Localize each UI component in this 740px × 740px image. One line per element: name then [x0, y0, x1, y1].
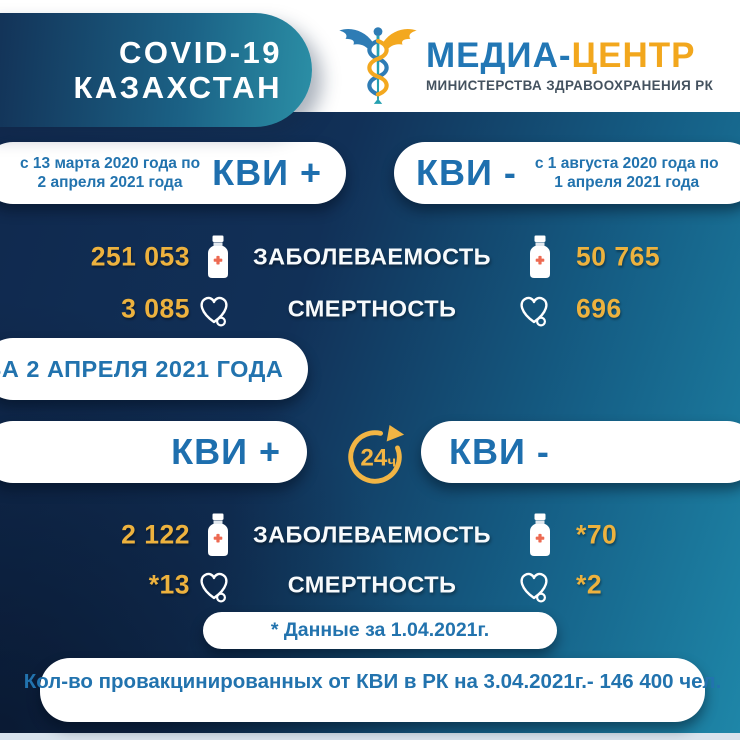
medicine-bottle-icon	[205, 235, 231, 279]
logo-text: МЕДИА-ЦЕНТР МИНИСТЕРСТВА ЗДРАВООХРАНЕНИЯ…	[426, 18, 713, 110]
medicine-bottle-icon	[527, 513, 553, 557]
kvi-positive-title: КВИ +	[212, 152, 322, 193]
kvi-positive-period-line1: с 13 марта 2020 года по	[20, 154, 201, 172]
caduceus-icon	[339, 27, 417, 104]
daily-kvi-negative-pill: КВИ -	[421, 421, 740, 483]
daily-date-text: ЗА 2 АПРЕЛЯ 2021 ГОДА	[0, 355, 284, 382]
bottom-edge-strip	[0, 733, 740, 740]
kvi-positive-period: с 13 марта 2020 года по 2 апреля 2021 го…	[20, 154, 200, 193]
svg-text:ч: ч	[388, 455, 396, 471]
medicine-bottle-icon	[205, 513, 231, 557]
cumulative-incidence-negative-value: 50 765	[576, 241, 661, 272]
mortality-label: СМЕРТНОСТЬ	[287, 571, 457, 598]
kvi-negative-period: с 1 августа 2020 года по 1 апреля 2021 г…	[535, 154, 719, 193]
24h-cycle-icon: 24 ч	[337, 423, 413, 489]
cumulative-mortality-negative-value: 696	[576, 293, 622, 324]
covid19-kazakhstan-badge: COVID-19 КАЗАХСТАН	[0, 13, 312, 127]
daily-mortality-row: *13 СМЕРТНОСТЬ *2	[0, 562, 740, 608]
kvi-positive-period-line2: 2 апреля 2021 года	[37, 174, 183, 191]
daily-incidence-row: 2 122 ЗАБОЛЕВАЕМОСТЬ *70	[0, 512, 740, 558]
svg-text:24: 24	[360, 445, 387, 472]
kvi-negative-period-pill: КВИ - с 1 августа 2020 года по 1 апреля …	[394, 142, 740, 204]
footnote-text: * Данные за 1.04.2021г.	[270, 619, 490, 641]
heart-stethoscope-icon	[514, 290, 554, 328]
logo-title-media: МЕДИА-	[426, 36, 572, 75]
media-center-logo: МЕДИА-ЦЕНТР МИНИСТЕРСТВА ЗДРАВООХРАНЕНИЯ…	[336, 18, 726, 110]
logo-subtitle: МИНИСТЕРСТВА ЗДРАВООХРАНЕНИЯ РК	[426, 78, 714, 93]
heart-stethoscope-icon	[194, 290, 234, 328]
logo-title-center: ЦЕНТР	[571, 36, 696, 75]
daily-mortality-negative-value: *2	[576, 569, 603, 600]
incidence-label: ЗАБОЛЕВАЕМОСТЬ	[253, 521, 491, 548]
badge-title-line1: COVID-19	[119, 34, 282, 70]
daily-kvi-positive-pill: КВИ +	[0, 421, 307, 483]
daily-incidence-negative-value: *70	[576, 519, 618, 550]
daily-kvi-positive-title: КВИ +	[171, 431, 281, 472]
cumulative-incidence-positive-value: 251 053	[90, 241, 190, 272]
vaccination-total-pill: Кол-во провакцинированных от КВИ в РК на…	[24, 658, 721, 722]
daily-incidence-positive-value: 2 122	[121, 519, 190, 550]
incidence-label: ЗАБОЛЕВАЕМОСТЬ	[253, 243, 491, 270]
daily-kvi-negative-title: КВИ -	[449, 431, 550, 472]
kvi-positive-period-pill: с 13 марта 2020 года по 2 апреля 2021 го…	[0, 142, 346, 204]
vaccination-total-text: Кол-во провакцинированных от КВИ в РК на…	[23, 670, 722, 693]
heart-stethoscope-icon	[514, 566, 554, 604]
daily-mortality-positive-value: *13	[148, 569, 190, 600]
logo-title: МЕДИА-ЦЕНТР	[426, 38, 713, 73]
cumulative-mortality-row: 3 085 СМЕРТНОСТЬ 696	[0, 286, 740, 332]
cumulative-mortality-positive-value: 3 085	[121, 293, 190, 324]
kvi-negative-period-line2: 1 апреля 2021 года	[554, 174, 700, 191]
kvi-negative-period-line1: с 1 августа 2020 года по	[534, 154, 719, 172]
cumulative-incidence-row: 251 053 ЗАБОЛЕВАЕМОСТЬ 50 765	[0, 234, 740, 280]
daily-date-banner: ЗА 2 АПРЕЛЯ 2021 ГОДА	[0, 338, 308, 400]
badge-title-line2: КАЗАХСТАН	[73, 70, 282, 105]
footnote-pill: * Данные за 1.04.2021г.	[203, 612, 557, 649]
heart-stethoscope-icon	[194, 566, 234, 604]
kvi-negative-title: КВИ -	[416, 152, 517, 193]
mortality-label: СМЕРТНОСТЬ	[287, 295, 457, 322]
medicine-bottle-icon	[527, 235, 553, 279]
